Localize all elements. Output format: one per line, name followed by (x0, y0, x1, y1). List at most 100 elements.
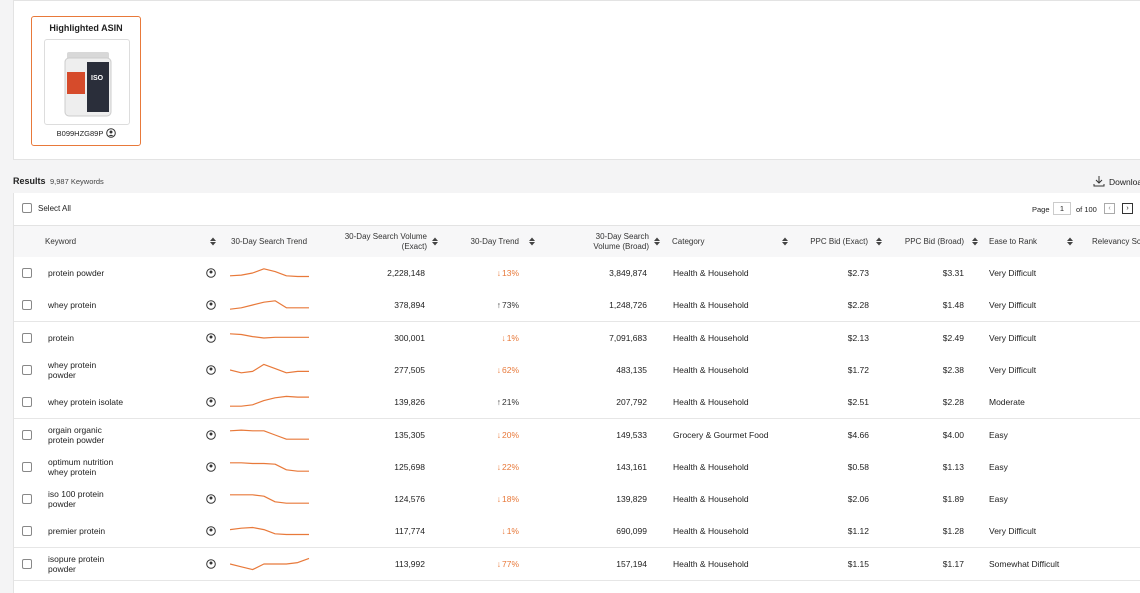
trend-value: 13% (501, 268, 519, 278)
keyword: protein (48, 332, 74, 343)
ppc-exact: $2.73 (847, 268, 869, 278)
user-icon (206, 558, 216, 569)
ppc-exact: $2.28 (847, 300, 869, 311)
sort-icon[interactable] (210, 237, 216, 246)
ppc-exact: $2.13 (847, 332, 869, 343)
icon-ring (206, 494, 216, 504)
icon-ring (206, 268, 216, 278)
select-all-checkbox[interactable] (22, 203, 32, 213)
product-tub: ISO (64, 52, 112, 117)
user-icon (206, 397, 216, 407)
keyword: protein powder (48, 268, 105, 278)
ease: Somewhat Difficult (989, 558, 1060, 569)
row-checkbox[interactable] (22, 526, 32, 537)
icon-ring (206, 365, 216, 375)
trend-arrow: ↓ (496, 364, 501, 375)
trend-value: 1% (506, 332, 519, 343)
ppc-broad: $1.13 (942, 461, 964, 472)
icon-ring (206, 300, 216, 311)
ease: Very Difficult (989, 332, 1037, 343)
download-icon[interactable] (1093, 175, 1105, 187)
ppc-broad: $1.48 (942, 300, 964, 311)
keyword: whey protein (48, 300, 97, 311)
trend-value: 22% (501, 461, 519, 472)
icon-head (209, 399, 213, 403)
sort-icon[interactable] (529, 237, 535, 246)
sparkline (230, 461, 309, 472)
sort-icon[interactable] (972, 237, 978, 246)
category: Health & Household (673, 558, 749, 569)
trend-arrow: ↓ (501, 332, 506, 343)
column-header: 30-Day Search Trend (231, 236, 308, 246)
sort-icon[interactable] (1067, 237, 1073, 246)
keyword: orgain organic protein powder (48, 424, 105, 445)
user-icon (206, 494, 216, 504)
trend-value: 62% (501, 364, 519, 375)
page-label: Page (1032, 205, 1050, 214)
row-checkbox[interactable] (22, 494, 32, 505)
ppc-broad: $1.17 (942, 558, 964, 569)
sort-arrows (782, 237, 788, 246)
trend-arrow: ↓ (496, 429, 501, 440)
volume-broad: 483,135 (616, 364, 647, 375)
column-header: PPC Bid (Exact) (810, 236, 868, 246)
download-button[interactable]: Download (1109, 177, 1140, 187)
table-row: iso 100 protein powder 124,576 ↓ 18% 139,829… (14, 483, 1140, 517)
ease: Very Difficult (989, 300, 1037, 311)
sparkline (230, 268, 309, 278)
volume-broad: 207,792 (616, 397, 647, 408)
trend-value: 18% (501, 494, 519, 505)
category: Health & Household (673, 526, 749, 537)
sparkline (230, 494, 309, 504)
keyword: whey protein isolate (48, 397, 124, 408)
row-checkbox[interactable] (22, 558, 32, 569)
category: Grocery & Gourmet Food (673, 429, 769, 440)
icon-ring (206, 558, 216, 569)
page-count: of 100 (1076, 205, 1097, 214)
row-checkbox[interactable] (22, 397, 32, 408)
row-checkbox[interactable] (22, 268, 32, 278)
sort-icon[interactable] (782, 237, 788, 246)
sparkline-line (230, 494, 309, 504)
trend-arrow: ↑ (496, 397, 501, 408)
ease: Easy (989, 461, 1008, 472)
page-input[interactable]: 1 (1053, 202, 1071, 215)
ease: Easy (989, 494, 1008, 505)
trend: ↓ 18% (454, 483, 519, 515)
sort-icon[interactable] (654, 237, 660, 246)
sparkline (230, 300, 309, 311)
trend: ↓ 62% (454, 354, 519, 386)
icon-head (209, 464, 213, 468)
icon-head (209, 528, 213, 532)
next-page[interactable]: › (1122, 203, 1133, 214)
user-icon (106, 128, 116, 138)
table-row: protein 300,001 ↓ 1% 7,091,683 Health & House… (14, 321, 1140, 355)
icon-head (209, 302, 213, 306)
ppc-exact: $2.51 (847, 397, 869, 408)
icon-ring (206, 526, 216, 537)
table-row: premier protein 117,774 ↓ 1% 690,099 Health &… (14, 515, 1140, 549)
icon-head (209, 561, 213, 565)
keyword: optimum nutrition whey protein (48, 456, 114, 477)
sort-arrows (210, 237, 216, 246)
sort-icon[interactable] (432, 237, 438, 246)
card-title: Highlighted ASIN (49, 23, 123, 33)
row-checkbox[interactable] (22, 332, 32, 343)
prev-page[interactable]: ‹ (1104, 203, 1115, 214)
volume-broad: 149,533 (616, 429, 647, 440)
row-checkbox[interactable] (22, 429, 32, 440)
ppc-exact: $1.72 (847, 364, 869, 375)
sparkline (230, 395, 309, 407)
ppc-broad: $2.49 (942, 332, 964, 343)
sort-icon[interactable] (876, 237, 882, 246)
sparkline-line (230, 395, 309, 407)
asin-card[interactable]: Highlighted ASIN ISO B099HZG89P (31, 16, 141, 146)
volume-broad: 3,849,874 (609, 268, 647, 278)
sparkline-line (230, 429, 309, 440)
row-checkbox[interactable] (22, 461, 32, 472)
volume-broad: 157,194 (616, 558, 647, 569)
row-checkbox[interactable] (22, 300, 32, 311)
row-checkbox[interactable] (22, 364, 32, 375)
sparkline (230, 429, 309, 440)
volume-exact: 117,774 (394, 526, 425, 537)
